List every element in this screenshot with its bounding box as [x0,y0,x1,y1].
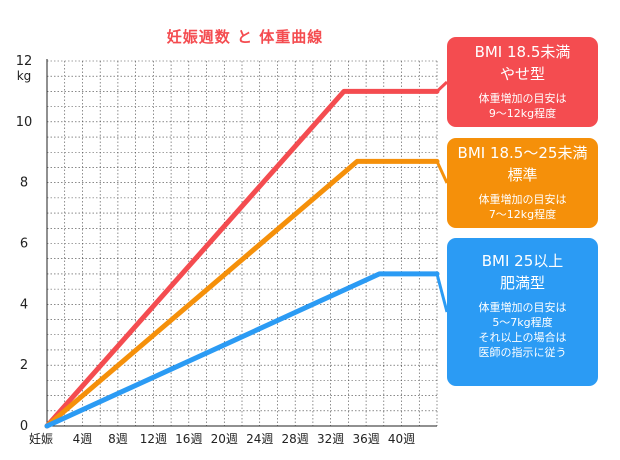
x-tick-label: 32週 [317,432,344,446]
connector-overweight [435,273,449,313]
x-tick-label: 4週 [73,432,93,446]
y-tick-label: 0 [20,419,28,434]
y-tick-label: 4 [20,297,28,312]
chart-title: 妊娠週数 と 体重曲線 [166,28,324,46]
legend-note: 体重増加の目安は [478,92,567,105]
legend-note: 体重増加の目安は [478,301,567,314]
series-line-normal [44,158,440,429]
legend-box-normal: BMI 18.5〜25未満 標準 体重増加の目安は 7〜12kg程度 [447,138,598,228]
legend-type-label: 標準 [507,166,538,184]
x-tick-label: 16週 [175,432,202,446]
x-tick-label: 12週 [140,432,167,446]
x-tick-label: 28週 [282,432,309,446]
legend-note: 9〜12kg程度 [488,107,557,120]
connector-underweight [435,80,449,93]
legend-bmi-label: BMI 25以上 [481,252,564,270]
legend-box-overweight: BMI 25以上 肥満型 体重増加の目安は 5〜7kg程度 それ以上の場合は 医… [447,238,598,386]
legend-type-label: やせ型 [499,65,545,83]
legend-note: 5〜7kg程度 [492,316,553,329]
y-tick-label: 10 [16,115,33,130]
legend-note: 体重増加の目安は [478,193,567,206]
series-line-overweight [44,271,440,429]
x-tick-label: 36週 [352,432,379,446]
y-tick-label: 6 [20,237,28,252]
legend-type-label: 肥満型 [499,274,545,292]
x-tick-label: 20週 [211,432,238,446]
legend-note: 7〜12kg程度 [488,208,557,221]
series-line-underweight [44,88,440,429]
y-tick-label: 2 [20,358,28,373]
legend-bmi-label: BMI 18.5未満 [474,43,571,61]
legend-bmi-label: BMI 18.5〜25未満 [457,144,588,162]
legend-note: 医師の指示に従う [478,346,567,359]
x-tick-label: 40週 [388,432,415,446]
legend-note: それ以上の場合は [478,331,567,344]
x-tick-label: 24週 [246,432,273,446]
y-tick-label: 8 [20,176,28,191]
connector-normal [435,160,449,184]
y-axis-unit-label: kg [17,69,32,83]
y-tick-label: 12 [16,54,33,69]
x-tick-label: 8週 [108,432,128,446]
legend-box-underweight: BMI 18.5未満 やせ型 体重増加の目安は 9〜12kg程度 [447,37,598,127]
x-tick-label: 妊娠 [29,432,53,446]
